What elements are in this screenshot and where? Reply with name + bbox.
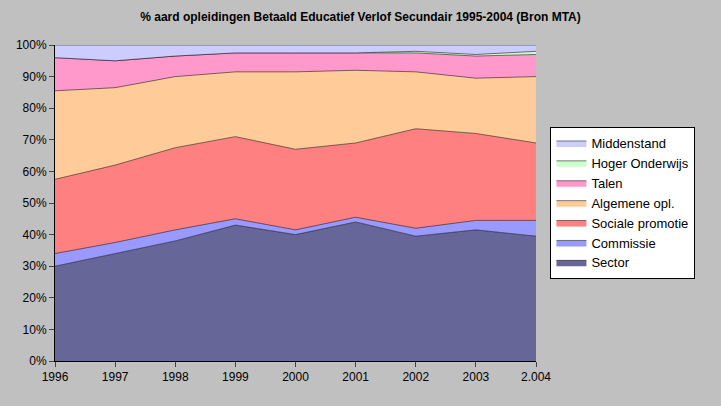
svg-text:1996: 1996 bbox=[42, 370, 69, 384]
svg-text:60%: 60% bbox=[23, 165, 47, 179]
svg-text:Hoger Onderwijs: Hoger Onderwijs bbox=[591, 156, 688, 171]
svg-text:1998: 1998 bbox=[162, 370, 189, 384]
svg-text:50%: 50% bbox=[23, 196, 47, 210]
svg-text:2000: 2000 bbox=[282, 370, 309, 384]
svg-text:40%: 40% bbox=[23, 228, 47, 242]
svg-text:100%: 100% bbox=[16, 38, 47, 52]
svg-text:0%: 0% bbox=[29, 354, 47, 368]
svg-text:Sociale promotie: Sociale promotie bbox=[591, 216, 688, 231]
svg-text:Middenstand: Middenstand bbox=[591, 136, 665, 151]
svg-text:20%: 20% bbox=[23, 291, 47, 305]
svg-text:30%: 30% bbox=[23, 259, 47, 273]
svg-text:Talen: Talen bbox=[591, 176, 622, 191]
svg-text:Commissie: Commissie bbox=[591, 236, 655, 251]
svg-text:1997: 1997 bbox=[102, 370, 129, 384]
svg-text:2001: 2001 bbox=[342, 370, 369, 384]
svg-text:2.004: 2.004 bbox=[521, 370, 551, 384]
svg-text:80%: 80% bbox=[23, 101, 47, 115]
svg-text:% aard opleidingen Betaald Edu: % aard opleidingen Betaald Educatief Ver… bbox=[140, 10, 581, 24]
svg-text:2002: 2002 bbox=[402, 370, 429, 384]
svg-text:Algemene opl.: Algemene opl. bbox=[591, 196, 674, 211]
svg-text:1999: 1999 bbox=[222, 370, 249, 384]
svg-text:2003: 2003 bbox=[463, 370, 490, 384]
svg-text:70%: 70% bbox=[23, 133, 47, 147]
svg-text:10%: 10% bbox=[23, 323, 47, 337]
svg-text:Sector: Sector bbox=[591, 255, 629, 270]
svg-text:90%: 90% bbox=[23, 70, 47, 84]
